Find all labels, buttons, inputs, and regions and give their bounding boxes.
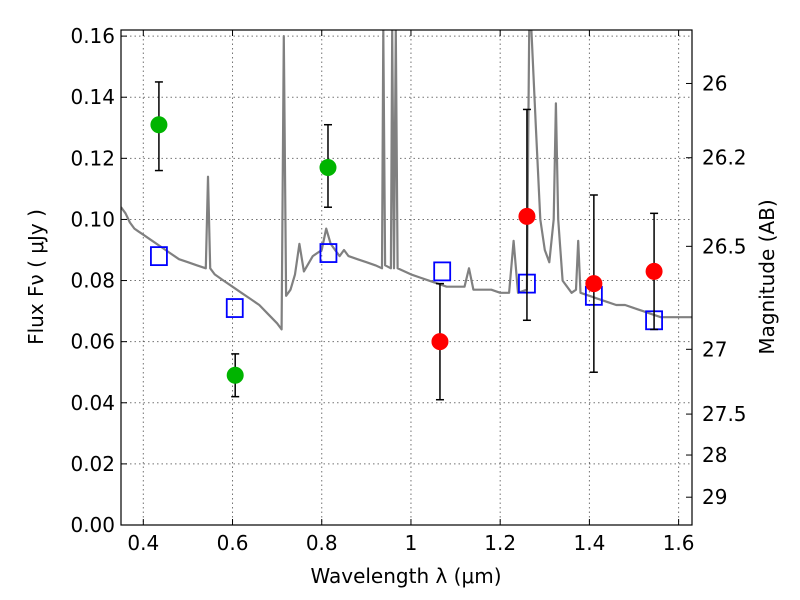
model-square-marker <box>150 246 168 267</box>
observed-point <box>319 159 337 176</box>
observed-point <box>226 366 244 384</box>
observed-point <box>585 275 603 293</box>
x-tick-label: 1 <box>405 531 418 555</box>
right-tick-label: 27 <box>702 337 727 361</box>
right-tick-label: 29 <box>702 485 727 509</box>
model-square-marker <box>319 243 338 263</box>
y-tick-label: 0.10 <box>70 207 115 231</box>
right-tick-label: 28 <box>702 443 727 467</box>
observed-point <box>150 116 168 134</box>
y-tick-label: 0.02 <box>70 452 115 476</box>
y-axis-label: Flux Fν ( μJy ) <box>24 209 48 345</box>
x-tick-label: 1.4 <box>573 531 605 555</box>
y-tick-label: 0.04 <box>70 391 115 415</box>
right-tick-label: 27.5 <box>702 402 747 426</box>
y-tick-label: 0.08 <box>70 269 115 293</box>
plot-frame <box>120 29 693 526</box>
grid <box>121 30 692 526</box>
observed-point <box>518 207 536 225</box>
tick-labels: 0.4 0.6 0.8 1 1.2 1.4 1.6 0.00 0.02 0.04 0.06 0.08 0… <box>70 24 746 555</box>
model-square-marker <box>225 298 244 318</box>
axis-ticks <box>121 30 692 526</box>
model-square-marker <box>433 261 452 282</box>
y-tick-label: 0.16 <box>70 24 115 48</box>
y-tick-label: 0.14 <box>70 85 115 109</box>
y-tick-label: 0.06 <box>70 330 115 354</box>
x-tick-label: 1.2 <box>484 531 516 555</box>
right-axis-label: Magnitude (AB) <box>755 199 779 354</box>
y-tick-label: 0.00 <box>70 513 115 537</box>
y-tick-label: 0.12 <box>70 146 115 170</box>
plot-area <box>121 30 692 401</box>
x-tick-label: 1.6 <box>663 531 695 555</box>
x-axis-label: Wavelength λ (μm) <box>310 564 501 588</box>
x-tick-label: 0.8 <box>306 531 338 555</box>
x-tick-label: 0.4 <box>127 531 159 555</box>
right-tick-label: 26.5 <box>702 234 747 258</box>
right-tick-label: 26 <box>702 71 727 95</box>
spectrum-line <box>121 30 692 331</box>
observed-point <box>431 333 449 351</box>
x-tick-label: 0.6 <box>217 531 249 555</box>
right-tick-label: 26.2 <box>702 146 747 170</box>
observed-point <box>645 262 663 280</box>
